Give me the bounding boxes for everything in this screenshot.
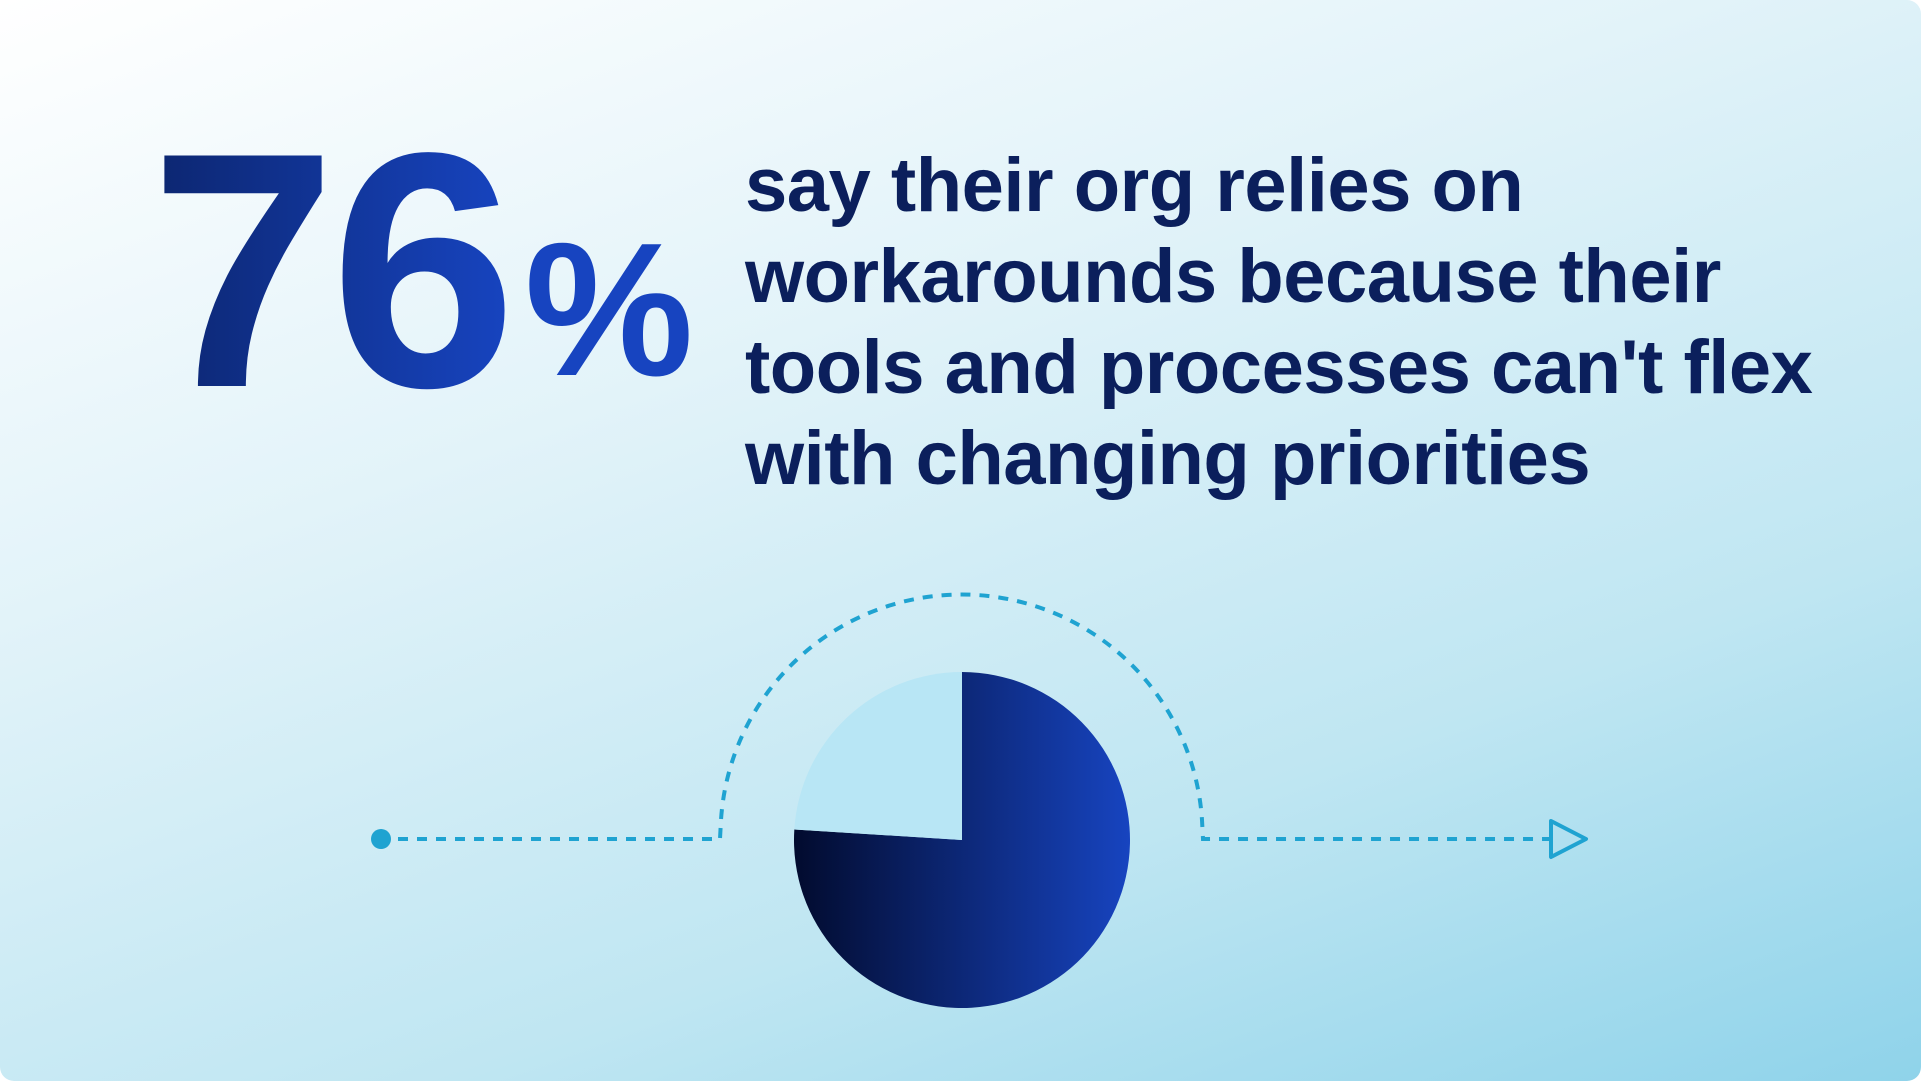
arrow-head-icon [1549,819,1588,859]
stat-percent-sign: % [524,204,694,416]
stat-number: 76 [150,83,517,457]
stat-figure: 76 % [150,83,694,457]
path-start-dot [371,829,391,849]
pie-slice-remainder [794,672,962,840]
headline: say their org relies on workarounds beca… [745,143,1813,501]
dashed-path [398,592,1555,841]
